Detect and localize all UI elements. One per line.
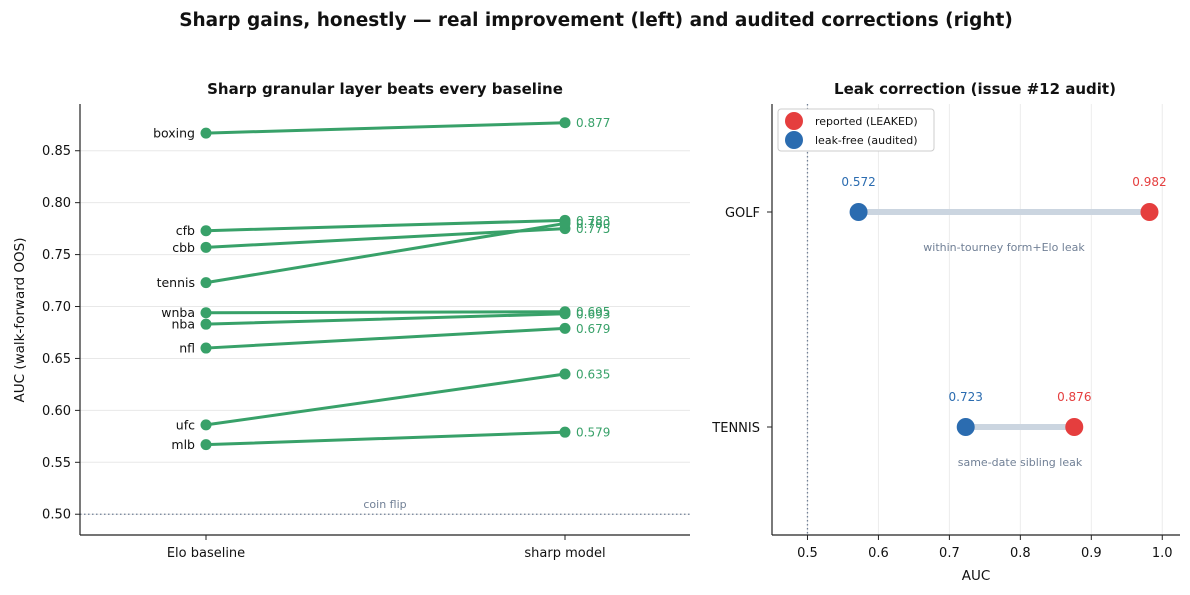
left-series-lines: boxing 0.877 cfb 0.783 cbb 0.775 tennis 0.780 wn…: [153, 116, 610, 452]
right-legend: reported (LEAKED) leak-free (audited): [777, 108, 935, 152]
left-x-tick-label: sharp model: [524, 546, 605, 561]
point-baseline-tennis: [200, 277, 212, 289]
right-x-tick-label: 1.0: [1152, 546, 1173, 561]
point-baseline-wnba: [200, 307, 212, 319]
series-line-cbb: [204, 227, 567, 249]
right-y-tick-label-tennis: TENNIS: [711, 421, 760, 436]
point-baseline-boxing: [200, 127, 212, 139]
left-y-tick-label: 0.75: [42, 248, 71, 263]
right-x-tick-label: 0.9: [1081, 546, 1102, 561]
left-chart: Sharp granular layer beats every baselin…: [12, 80, 690, 561]
left-x-tick-label: Elo baseline: [167, 546, 245, 561]
legend-marker: [785, 112, 803, 130]
legend-label: reported (LEAKED): [815, 115, 918, 128]
value-label-cbb: 0.775: [576, 222, 610, 236]
right-y-tick-label-golf: GOLF: [725, 206, 760, 221]
left-y-tick-label: 0.55: [42, 456, 71, 471]
point-sharp-nfl: [559, 322, 571, 334]
series-line-ufc: [204, 372, 567, 427]
point-baseline-nba: [200, 318, 212, 330]
reported-label-tennis: 0.876: [1057, 390, 1091, 404]
left-y-axis-label: AUC (walk-forward OOS): [12, 238, 28, 403]
right-chart: Leak correction (issue #12 audit) 0.572 0…: [711, 80, 1180, 584]
series-label-wnba: wnba: [161, 305, 195, 320]
value-label-wnba: 0.695: [576, 305, 610, 319]
series-label-mlb: mlb: [171, 437, 195, 452]
point-sharp-nba: [559, 308, 571, 320]
left-y-tick-label: 0.60: [42, 404, 71, 419]
right-gridlines: [806, 104, 1163, 535]
legend-label: leak-free (audited): [815, 134, 918, 147]
value-label-mlb: 0.579: [576, 426, 610, 440]
leak-free-label-golf: 0.572: [841, 175, 875, 189]
series-label-nfl: nfl: [179, 341, 195, 356]
left-y-tick-label: 0.70: [42, 300, 71, 315]
series-line-nba: [204, 312, 567, 326]
series-label-ufc: ufc: [176, 417, 195, 432]
point-sharp-ufc: [559, 368, 571, 380]
series-label-cbb: cbb: [172, 240, 195, 255]
point-baseline-cfb: [200, 225, 212, 237]
series-line-wnba: [204, 310, 567, 315]
left-axes: 0.50 0.55 0.60 0.65 0.70 0.75 0.80 0.85 Elo base…: [42, 104, 690, 561]
value-label-ufc: 0.635: [576, 368, 610, 382]
series-label-nba: nba: [171, 317, 195, 332]
series-line-nfl: [204, 326, 567, 350]
right-x-tick-label: 0.8: [1010, 546, 1031, 561]
legend-marker: [785, 131, 803, 149]
left-y-tick-label: 0.80: [42, 196, 71, 211]
point-baseline-mlb: [200, 439, 212, 451]
right-x-tick-label: 0.6: [868, 546, 889, 561]
value-label-cfb: 0.783: [576, 214, 610, 228]
leak-free-label-tennis: 0.723: [949, 390, 983, 404]
reported-label-golf: 0.982: [1132, 175, 1166, 189]
value-label-boxing: 0.877: [576, 116, 610, 130]
figure-title: Sharp gains, honestly — real improvement…: [179, 10, 1013, 31]
series-line-boxing: [204, 121, 567, 135]
coin-flip-label: coin flip: [363, 498, 406, 511]
legend-box: [777, 108, 935, 152]
value-label-nba: 0.693: [576, 307, 610, 321]
point-sharp-tennis: [559, 217, 571, 229]
right-chart-title: Leak correction (issue #12 audit): [834, 80, 1116, 98]
series-label-tennis: tennis: [157, 275, 195, 290]
value-label-nfl: 0.679: [576, 322, 610, 336]
left-chart-title: Sharp granular layer beats every baselin…: [207, 80, 563, 98]
series-label-cfb: cfb: [176, 223, 195, 238]
series-line-tennis: [204, 221, 567, 285]
reported-point-golf: [1140, 203, 1159, 221]
right-x-tick-label: 0.5: [797, 546, 818, 561]
point-sharp-boxing: [559, 117, 571, 129]
leak-free-point-golf: [849, 203, 868, 221]
point-baseline-ufc: [200, 419, 212, 431]
note-golf: within-tourney form+Elo leak: [923, 241, 1085, 254]
series-line-cfb: [204, 218, 567, 233]
point-sharp-mlb: [559, 426, 571, 438]
series-line-mlb: [204, 430, 567, 447]
reported-point-tennis: [1065, 418, 1084, 436]
point-baseline-cbb: [200, 241, 212, 253]
note-tennis: same-date sibling leak: [958, 456, 1083, 469]
left-y-tick-label: 0.50: [42, 508, 71, 523]
left-y-tick-label: 0.65: [42, 352, 71, 367]
leak-free-point-tennis: [956, 418, 975, 436]
value-label-tennis: 0.780: [576, 217, 610, 231]
right-x-tick-label: 0.7: [939, 546, 960, 561]
left-coin-flip-reference: coin flip: [80, 498, 690, 515]
right-axes: 0.5 0.6 0.7 0.8 0.9 1.0 GOLF TENNIS: [711, 104, 1180, 561]
right-leak-rows: 0.572 0.982 within-tourney form+Elo leak 0.…: [841, 175, 1166, 469]
left-y-tick-label: 0.85: [42, 144, 71, 159]
series-label-boxing: boxing: [153, 126, 195, 141]
point-baseline-nfl: [200, 342, 212, 354]
right-x-axis-label: AUC: [962, 568, 991, 584]
